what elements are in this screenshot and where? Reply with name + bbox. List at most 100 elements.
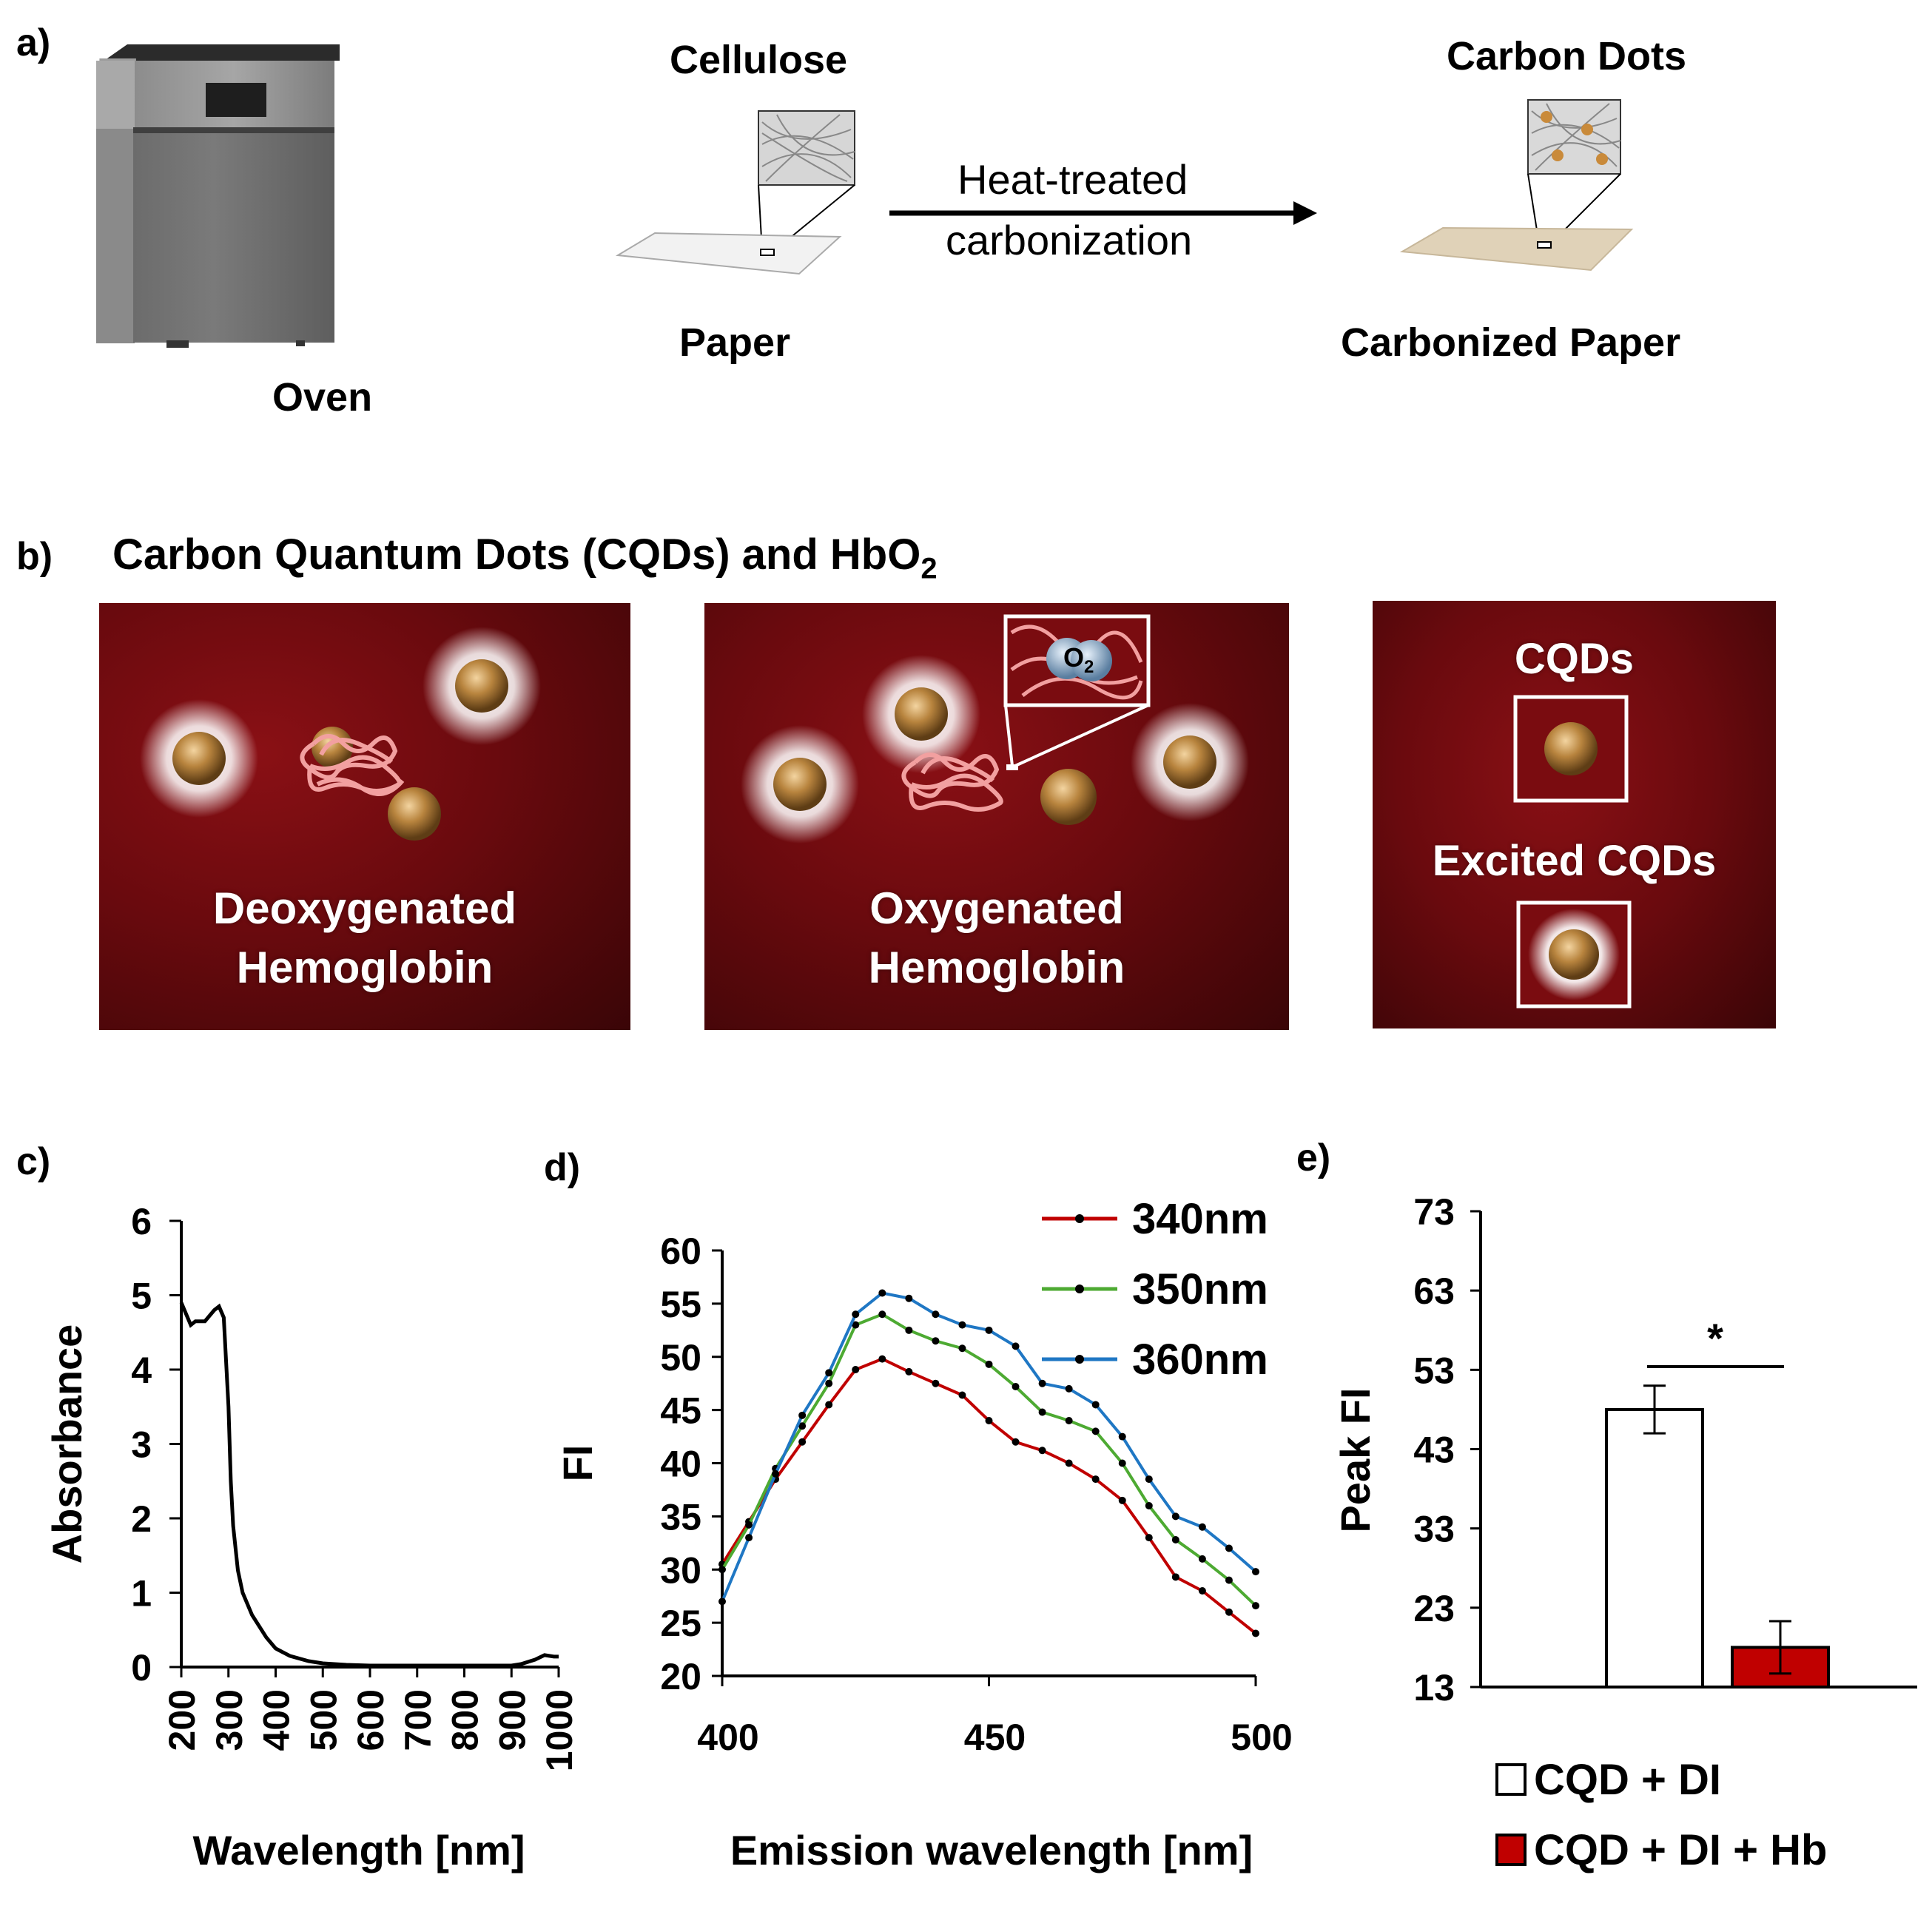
- series-360nm-point: [745, 1534, 753, 1542]
- y-tick-label: 0: [131, 1647, 152, 1689]
- series-350nm-point: [1171, 1536, 1179, 1543]
- x-tick-label: 450: [964, 1717, 1026, 1758]
- series-340nm-point: [1198, 1587, 1206, 1595]
- y-tick-label: 55: [660, 1284, 701, 1325]
- y-tick-label: 53: [1413, 1350, 1455, 1391]
- y-tick-label: 4: [131, 1350, 152, 1391]
- x-tick-label: 300: [209, 1689, 250, 1751]
- y-tick-label: 25: [660, 1603, 701, 1644]
- x-tick-label: 800: [445, 1689, 486, 1751]
- series-360nm-point: [718, 1597, 726, 1606]
- y-axis-title: Peak FI: [1332, 1387, 1379, 1532]
- carbon-dots-label: Carbon Dots: [1447, 34, 1686, 78]
- y-tick-label: 23: [1413, 1588, 1455, 1629]
- hemoglobin-molecule-deoxy: [300, 734, 405, 796]
- deoxy-label-line2: Hemoglobin: [236, 943, 494, 992]
- peak-fi-chart: 13 23 33 43 53 63 73 CQD + DI CQD + DI + Hb * Peak…: [1332, 1191, 1917, 1874]
- y-tick-label: 63: [1413, 1270, 1455, 1312]
- series-360nm-point: [1252, 1568, 1259, 1576]
- y-tick-label: 13: [1413, 1667, 1455, 1708]
- series-340nm-line: [721, 1357, 1257, 1635]
- o2-text: O: [1063, 642, 1085, 673]
- series-350nm-point: [1038, 1408, 1046, 1416]
- deoxy-label-line1: Deoxygenated: [212, 883, 517, 933]
- hemoglobin-molecule-oxy: [901, 753, 1003, 812]
- series-350nm-point: [1252, 1602, 1259, 1610]
- series-340nm-point: [1225, 1608, 1233, 1616]
- series-350nm-point: [985, 1360, 993, 1368]
- y-tick-label: 5: [131, 1276, 152, 1317]
- x-tick-label: 400: [256, 1689, 297, 1751]
- series-340nm-point: [1118, 1496, 1126, 1504]
- cellulose-label: Cellulose: [670, 38, 848, 82]
- legend-label-340nm: 340nm: [1132, 1195, 1268, 1243]
- cqds-panel: CQDs Excited CQDs: [1373, 601, 1776, 1028]
- y-tick-label: 1: [131, 1573, 152, 1615]
- oven-label: Oven: [272, 375, 373, 420]
- y-tick-label: 6: [131, 1201, 152, 1242]
- series-350nm-point: [878, 1310, 886, 1319]
- significance-marker: *: [1707, 1315, 1723, 1361]
- series-360nm-point: [1145, 1475, 1153, 1484]
- y-tick-label: 73: [1413, 1191, 1455, 1233]
- x-axis-title: Emission wavelength [nm]: [730, 1827, 1253, 1873]
- series-350nm-point: [1091, 1427, 1100, 1435]
- cqds-label: CQDs: [1514, 635, 1635, 683]
- panel-c-letter: c): [16, 1140, 51, 1183]
- oxy-scene: [741, 614, 1249, 844]
- bar-cqd-di: [1605, 1407, 1704, 1689]
- series-350nm-point: [1065, 1417, 1073, 1424]
- arrow-label-line2: carbonization: [946, 217, 1193, 263]
- y-tick-label: 40: [660, 1444, 701, 1485]
- legend-label-360nm: 360nm: [1132, 1336, 1268, 1384]
- absorbance-chart: 0 1 2 3 4 5 6 200 300 400 500 600 700 800 900 1000 Absor…: [44, 1201, 580, 1873]
- legend-label-1: CQD + DI + Hb: [1534, 1826, 1827, 1874]
- panel-b-title-subscript: 2: [920, 552, 938, 585]
- series-350nm-point: [718, 1566, 726, 1574]
- series-360nm-point: [825, 1369, 833, 1377]
- series-360nm-point: [1225, 1544, 1233, 1552]
- panel-e-letter: e): [1296, 1137, 1331, 1179]
- series-340nm-point: [985, 1417, 993, 1424]
- y-tick-label: 60: [660, 1230, 701, 1272]
- y-tick-label: 43: [1413, 1430, 1455, 1471]
- y-tick-label: 33: [1413, 1509, 1455, 1550]
- series-360nm-point: [1118, 1432, 1126, 1441]
- panel-b-title-text: Carbon Quantum Dots (CQDs) and HbO: [112, 531, 921, 579]
- series-340nm-point: [825, 1401, 833, 1409]
- x-tick-label: 900: [491, 1689, 533, 1751]
- series-360nm-point: [932, 1310, 940, 1319]
- excited-cqds-label: Excited CQDs: [1432, 837, 1717, 885]
- series-360nm-point: [1091, 1401, 1100, 1409]
- paper-illustration: [615, 110, 855, 275]
- process-arrow: [889, 201, 1317, 225]
- x-tick-label: 700: [397, 1689, 439, 1751]
- series-340nm-point: [1145, 1534, 1153, 1542]
- legend-swatch-0: [1495, 1763, 1527, 1796]
- panel-b-title: Carbon Quantum Dots (CQDs) and HbO2: [112, 530, 938, 586]
- series-350nm-point: [1198, 1555, 1206, 1563]
- series-360nm-point: [1198, 1523, 1206, 1531]
- legend-label-350nm: 350nm: [1132, 1265, 1268, 1313]
- series-360nm-point: [1038, 1379, 1046, 1387]
- series-340nm-point: [798, 1438, 807, 1446]
- legend-marker-340nm: [1075, 1214, 1084, 1223]
- series-350nm-point: [852, 1321, 860, 1329]
- series-360nm-point: [1065, 1384, 1073, 1393]
- series-350nm-point: [745, 1521, 753, 1529]
- cqds-scene: [1513, 695, 1632, 1009]
- o2-label: O2: [1063, 642, 1094, 678]
- y-tick-label: 30: [660, 1549, 701, 1591]
- series-350nm-point: [932, 1337, 940, 1345]
- y-tick-label: 2: [131, 1498, 152, 1540]
- carbonized-paper-label: Carbonized Paper: [1341, 320, 1681, 365]
- x-tick-label: 500: [303, 1689, 344, 1751]
- emission-chart: 20 25 30 35 40 45 50 55 60 400 450 500 340nm 350nm 360…: [554, 1195, 1293, 1873]
- series-350nm-point: [1145, 1502, 1153, 1509]
- series-350nm-point: [958, 1344, 966, 1353]
- series-340nm-point: [905, 1367, 913, 1376]
- series-360nm-point: [958, 1321, 966, 1329]
- series-350nm-point: [905, 1326, 913, 1334]
- series-360nm-point: [852, 1310, 860, 1319]
- y-axis-title: Absorbance: [44, 1324, 90, 1564]
